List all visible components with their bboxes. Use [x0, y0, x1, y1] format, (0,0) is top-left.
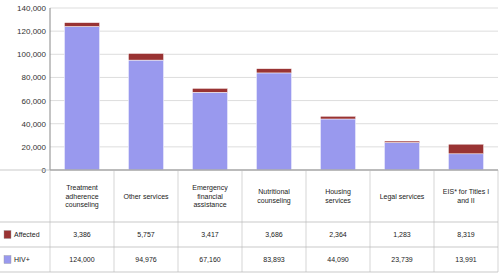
- category-label-line: assistance: [193, 201, 226, 208]
- grid-line: [50, 54, 498, 55]
- category-label-line: counseling: [257, 197, 291, 205]
- table-value: 5,757: [137, 231, 155, 238]
- table-col-line: [178, 170, 179, 272]
- bar: [320, 119, 355, 170]
- y-tick-label: 0: [42, 166, 47, 175]
- category-label-line: counseling: [65, 201, 99, 209]
- category-label-line: Treatment: [66, 184, 98, 191]
- category-label: Housingservices: [325, 188, 351, 204]
- table-row-line: [0, 247, 498, 248]
- bar: [192, 88, 227, 92]
- table-value: 44,090: [327, 256, 349, 263]
- grid-line: [50, 8, 498, 9]
- table-col-line: [370, 170, 371, 272]
- bar: [448, 154, 483, 170]
- table-row-line: [0, 272, 498, 273]
- bar: [384, 141, 419, 142]
- bar: [256, 73, 291, 170]
- legend-swatch: [4, 231, 11, 239]
- bar: [320, 116, 355, 119]
- bar: [192, 92, 227, 170]
- category-label-line: financial: [197, 193, 223, 200]
- chart-container: 0 20,000 40,000 60,000 80,000 100,000 120,000 1…: [0, 0, 504, 275]
- data-table: TreatmentadherencecounselingOther servic…: [0, 170, 498, 272]
- table-col-line: [114, 170, 115, 272]
- table-value: 23,739: [391, 256, 413, 263]
- category-label-line: Nutritional: [258, 188, 290, 195]
- category-label: EIS* for Titles I and II: [443, 188, 489, 204]
- table-value: 83,893: [263, 256, 285, 263]
- category-label: Nutritional counseling: [257, 188, 291, 205]
- table-col-line: [306, 170, 307, 272]
- table-value: 13,991: [455, 256, 477, 263]
- bar: [64, 27, 99, 170]
- category-label: Legal services: [380, 193, 425, 201]
- category-label-line: EIS* for Titles I: [443, 188, 489, 195]
- category-label: Treatment adherencecounseling: [65, 184, 99, 209]
- table-value: 8,319: [457, 231, 475, 238]
- table-value: 2,364: [329, 231, 347, 238]
- bar: [384, 143, 419, 170]
- table-col-line: [242, 170, 243, 272]
- category-label-line: services: [325, 197, 351, 204]
- bar: [128, 60, 163, 170]
- y-tick-label: 60,000: [22, 97, 47, 106]
- table-value: 124,000: [69, 256, 94, 263]
- legend-label: Affected: [14, 231, 40, 238]
- table-value: 3,686: [265, 231, 283, 238]
- y-axis: [50, 8, 51, 170]
- grid-line: [50, 31, 498, 32]
- category-label: Emergencyfinancialassistance: [192, 184, 228, 208]
- category-label-line: and II: [457, 197, 475, 204]
- table-row-line: [0, 222, 498, 223]
- y-tick-label: 80,000: [22, 73, 47, 82]
- category-label: Other services: [123, 193, 169, 200]
- legend-label: HIV+: [14, 256, 30, 263]
- table-value: 67,160: [199, 256, 221, 263]
- table-value: 1,283: [393, 231, 411, 238]
- grid: [50, 8, 498, 170]
- category-label-line: adherence: [65, 193, 98, 200]
- y-tick-label: 120,000: [17, 27, 46, 36]
- category-label-line: Legal services: [380, 193, 425, 201]
- y-tick-label: 140,000: [17, 4, 46, 13]
- bars: [64, 23, 483, 170]
- y-tick-label: 100,000: [17, 50, 46, 59]
- bar: [256, 69, 291, 73]
- table-row-line: [0, 170, 498, 171]
- chart-svg: 0 20,000 40,000 60,000 80,000 100,000 120,000 1…: [0, 0, 504, 275]
- category-label-line: Emergency: [192, 184, 228, 192]
- bar: [64, 23, 99, 27]
- table-value: 3,417: [201, 231, 219, 238]
- bar: [448, 144, 483, 154]
- bar: [128, 53, 163, 60]
- table-col-line: [434, 170, 435, 272]
- category-label-line: Other services: [123, 193, 169, 200]
- table-col-line: [498, 170, 499, 272]
- table-value: 94,976: [135, 256, 157, 263]
- legend-swatch: [4, 256, 11, 264]
- category-label-line: Housing: [325, 188, 351, 196]
- y-tick-label: 20,000: [22, 143, 47, 152]
- y-tick-label: 40,000: [22, 120, 47, 129]
- table-col-line: [50, 170, 51, 272]
- table-value: 3,386: [73, 231, 91, 238]
